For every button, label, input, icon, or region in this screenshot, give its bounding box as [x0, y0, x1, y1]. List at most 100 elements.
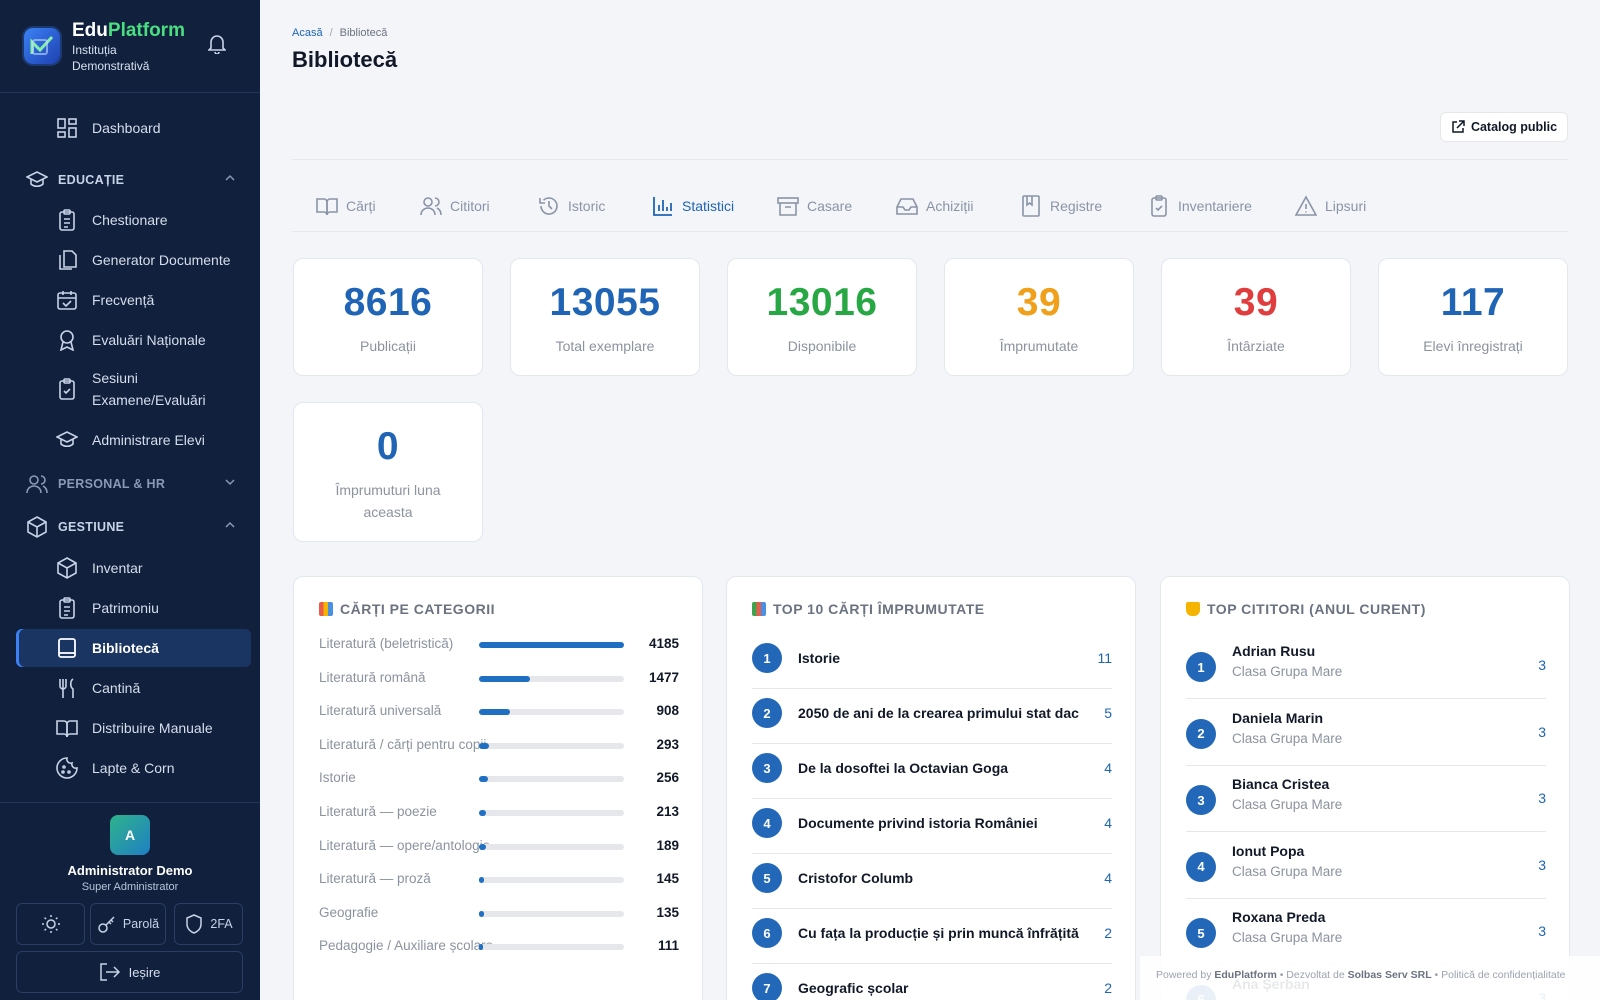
book-icon — [58, 638, 76, 658]
sidebar-item-label: Chestionare — [92, 212, 168, 228]
sidebar-item-inventar[interactable]: Inventar — [16, 549, 251, 587]
user-name: Administrator Demo — [67, 863, 193, 878]
category-bar-fill — [479, 776, 488, 783]
tab-achizitii[interactable]: Achiziții — [896, 192, 973, 220]
stat-value: 8616 — [343, 281, 433, 324]
list-item[interactable]: 7 Geografic școlar 2 — [752, 973, 1112, 1000]
tab-registre[interactable]: Registre — [1020, 192, 1102, 220]
category-bar-fill — [479, 843, 486, 850]
theme-toggle-button[interactable] — [16, 903, 85, 945]
list-item[interactable]: 3 De la dosoftei la Octavian Goga 4 — [752, 753, 1112, 799]
tab-label: Cititori — [450, 198, 490, 214]
borrow-count: 2 — [1104, 980, 1112, 996]
category-bar-track — [479, 910, 624, 917]
tab-statistici[interactable]: Statistici — [652, 192, 734, 220]
sidebar-item-label: Dashboard — [92, 120, 161, 136]
category-count: 4185 — [648, 636, 679, 651]
catalog-public-button[interactable]: Catalog public — [1440, 112, 1568, 142]
avatar[interactable]: A — [110, 815, 150, 855]
sidebar-item-administrare-elevi[interactable]: Administrare Elevi — [16, 421, 251, 459]
tab-lipsuri[interactable]: Lipsuri — [1295, 192, 1366, 220]
sidebar-item-dashboard[interactable]: Dashboard — [16, 109, 251, 147]
section-educatie[interactable]: EDUCAȚIE — [26, 168, 236, 192]
footer-privacy-link[interactable]: • Politică de confidențialitate — [1431, 969, 1566, 981]
category-count: 256 — [656, 770, 679, 786]
bar-chart-emoji-icon — [319, 602, 333, 616]
chevron-up-icon — [225, 174, 235, 181]
section-gestiune[interactable]: GESTIUNE — [26, 515, 236, 539]
book-title: De la dosoftei la Octavian Goga — [798, 760, 1009, 776]
category-bar-fill — [479, 642, 624, 648]
footer-brand: EduPlatform — [1214, 969, 1277, 981]
notifications-bell-icon[interactable] — [208, 34, 226, 54]
card-title: TOP 10 CĂRȚI ÎMPRUMUTATE — [752, 601, 985, 617]
sidebar-item-label: Patrimoniu — [92, 600, 159, 616]
section-personal-hr[interactable]: PERSONAL & HR — [26, 472, 236, 496]
sidebar-item-chestionare[interactable]: Chestionare — [16, 201, 251, 239]
sidebar-item-label: Generator Documente — [92, 252, 231, 268]
category-name: Literatură — poezie — [319, 804, 437, 819]
category-bar-track — [479, 810, 624, 816]
list-item[interactable]: 3 Bianca Cristea Clasa Grupa Mare 3 — [1186, 776, 1546, 832]
reader-class: Clasa Grupa Mare — [1232, 664, 1343, 679]
category-bar-fill — [479, 810, 487, 816]
sidebar-item-frecventa[interactable]: Frecvență — [16, 281, 251, 319]
categories-card: CĂRȚI PE CATEGORII Literatură (beletrist… — [293, 576, 703, 1000]
category-bar-track — [479, 675, 624, 682]
sidebar-item-patrimoniu[interactable]: Patrimoniu — [16, 589, 251, 627]
tab-carti[interactable]: Cărți — [316, 192, 376, 220]
tab-label: Registre — [1050, 198, 1103, 214]
top-readers-card: TOP CITITORI (ANUL CURENT) 1 Adrian Rusu C… — [1160, 576, 1570, 1000]
archive-icon — [777, 197, 799, 216]
clipboard-check-icon — [1151, 195, 1167, 217]
category-count: 111 — [657, 938, 679, 954]
stat-value: 13055 — [549, 281, 661, 324]
category-name: Literatură — proză — [319, 871, 431, 887]
rank-badge: 4 — [1186, 851, 1216, 882]
list-item[interactable]: 4 Documente privind istoria României 4 — [752, 808, 1112, 854]
sidebar-item-distribuire-manuale[interactable]: Distribuire Manuale — [16, 709, 251, 747]
list-item[interactable]: 2 Daniela Marin Clasa Grupa Mare 3 — [1186, 710, 1546, 766]
chevron-down-icon — [225, 479, 235, 486]
sidebar-item-generator-documente[interactable]: Generator Documente — [16, 241, 251, 279]
breadcrumb-home-link[interactable]: Acasă — [292, 27, 323, 39]
sidebar-item-sesiuni-examene[interactable]: Sesiuni Examene/Evaluări — [16, 366, 251, 412]
category-count: 293 — [656, 736, 679, 752]
tab-istoric[interactable]: Istoric — [538, 192, 605, 220]
sidebar-item-cantina[interactable]: Cantină — [16, 669, 251, 707]
open-book-icon — [56, 720, 78, 738]
borrow-count: 2 — [1104, 925, 1112, 941]
box-icon — [57, 557, 77, 579]
institution-name: Instituția Demonstrativă — [72, 43, 150, 73]
change-password-button[interactable]: Parolă — [90, 903, 166, 945]
list-item[interactable]: 1 Adrian Rusu Clasa Grupa Mare 3 — [1186, 643, 1546, 699]
stat-value: 13016 — [766, 281, 878, 324]
card-title-text: TOP CITITORI (ANUL CURENT) — [1207, 601, 1426, 617]
sidebar-item-label: Frecvență — [92, 292, 155, 308]
category-row: Literatură / cărți pentru copii 293 — [319, 733, 679, 757]
stat-label: Total exemplare — [555, 338, 655, 354]
list-item[interactable]: 5 Cristofor Columb 4 — [752, 863, 1112, 909]
rank-badge: 3 — [1186, 785, 1216, 815]
platform-logo[interactable] — [24, 28, 60, 64]
chevron-up-icon — [225, 521, 235, 528]
brand-header: EduPlatform Instituția Demonstrativă — [0, 0, 260, 93]
card-title-text: TOP 10 CĂRȚI ÎMPRUMUTATE — [773, 601, 985, 617]
tab-cititori[interactable]: Cititori — [420, 192, 490, 220]
tab-casare[interactable]: Casare — [777, 192, 852, 220]
category-count: 1477 — [648, 669, 679, 685]
sidebar-item-biblioteca[interactable]: Bibliotecă — [16, 629, 251, 667]
list-item[interactable]: 4 Ionut Popa Clasa Grupa Mare 3 — [1186, 843, 1546, 899]
logout-button[interactable]: Ieșire — [16, 951, 243, 993]
list-item[interactable]: 6 Cu fața la producție și prin muncă înfr… — [752, 918, 1112, 964]
list-item[interactable]: 2 2050 de ani de la crearea primului stat… — [752, 698, 1112, 744]
tab-inventariere[interactable]: Inventariere — [1148, 192, 1252, 220]
sidebar-item-evaluari-nationale[interactable]: Evaluări Naționale — [16, 321, 251, 359]
category-bar-fill — [479, 910, 484, 917]
documents-icon — [59, 250, 77, 270]
sidebar-item-lapte-corn[interactable]: Lapte & Corn — [16, 749, 251, 787]
list-item[interactable]: 1 Istorie 11 — [752, 643, 1112, 689]
sidebar-item-label: Bibliotecă — [92, 640, 159, 656]
borrow-count: 3 — [1538, 856, 1546, 873]
twofa-button[interactable]: 2FA — [174, 903, 243, 945]
